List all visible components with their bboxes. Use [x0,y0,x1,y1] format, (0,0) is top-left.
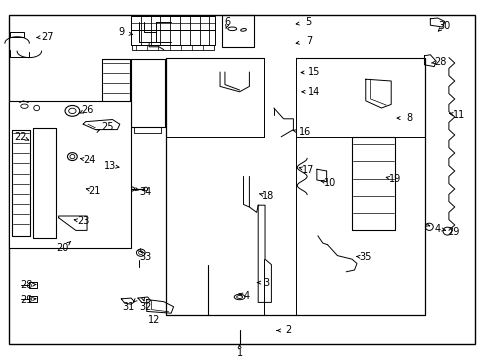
Text: 22: 22 [14,132,27,142]
Text: 23: 23 [77,216,89,226]
Text: 7: 7 [305,36,311,46]
Text: 9: 9 [118,27,124,37]
Text: 28: 28 [433,57,446,67]
Text: 24: 24 [82,155,95,165]
Bar [131,30,215,45]
Text: 8: 8 [406,113,412,123]
Text: 33: 33 [139,252,152,262]
Text: 13: 13 [103,161,116,171]
Bar [222,15,254,47]
Text: 4: 4 [244,291,249,301]
Text: 27: 27 [41,32,54,42]
Text: 26: 26 [81,105,93,115]
Bar [9,101,131,248]
Bar [132,45,214,50]
Bar [131,16,215,30]
Text: 31: 31 [122,302,134,312]
Text: 15: 15 [307,67,320,77]
Text: 30: 30 [437,21,449,31]
Text: 20: 20 [56,243,69,253]
Text: 6: 6 [224,17,230,27]
Text: 5: 5 [305,17,310,27]
Text: 11: 11 [451,110,464,120]
Text: 10: 10 [323,178,336,188]
Text: 18: 18 [261,191,274,201]
Text: 1: 1 [236,348,242,358]
Text: 16: 16 [298,127,310,138]
Text: 29: 29 [447,227,459,237]
Text: 2: 2 [285,325,291,336]
Text: 21: 21 [88,186,101,196]
Text: 29: 29 [20,294,33,305]
Text: 35: 35 [359,252,371,262]
Text: 19: 19 [388,174,401,184]
Text: 12: 12 [147,315,160,325]
Text: 4: 4 [434,224,440,234]
Text: 34: 34 [139,186,152,197]
Bar [131,23,215,30]
Text: 28: 28 [20,280,33,290]
Text: 14: 14 [307,87,320,97]
Text: 3: 3 [263,278,269,288]
Text: 32: 32 [139,302,152,312]
Text: 17: 17 [301,165,314,175]
Text: 25: 25 [101,122,114,132]
